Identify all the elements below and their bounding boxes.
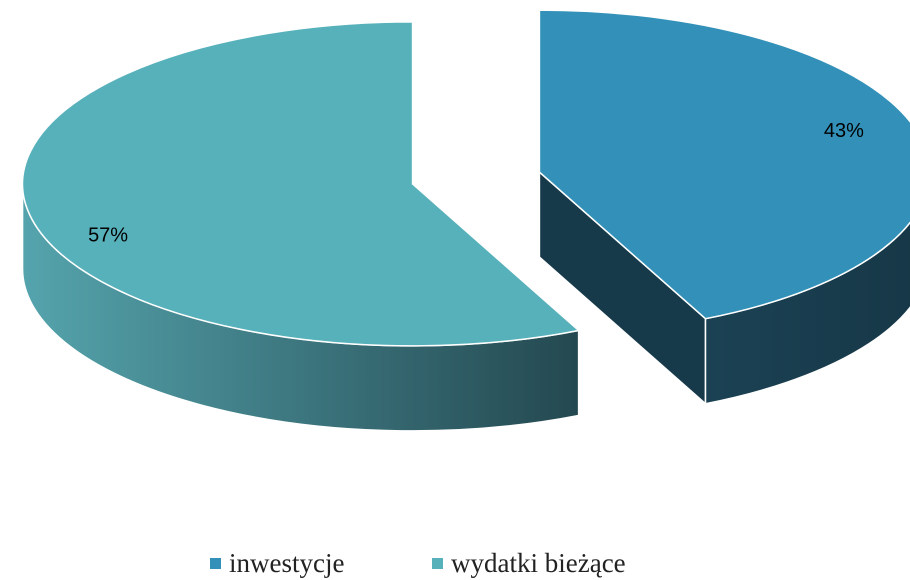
legend-swatch [432, 558, 443, 569]
legend-swatch [210, 558, 221, 569]
legend-label: inwestycje [229, 548, 344, 578]
slice [21, 21, 581, 347]
value-label: 57% [88, 224, 128, 246]
value-label: 43% [824, 120, 864, 142]
legend-label: wydatki bieżące [451, 548, 626, 578]
slice [538, 9, 910, 320]
